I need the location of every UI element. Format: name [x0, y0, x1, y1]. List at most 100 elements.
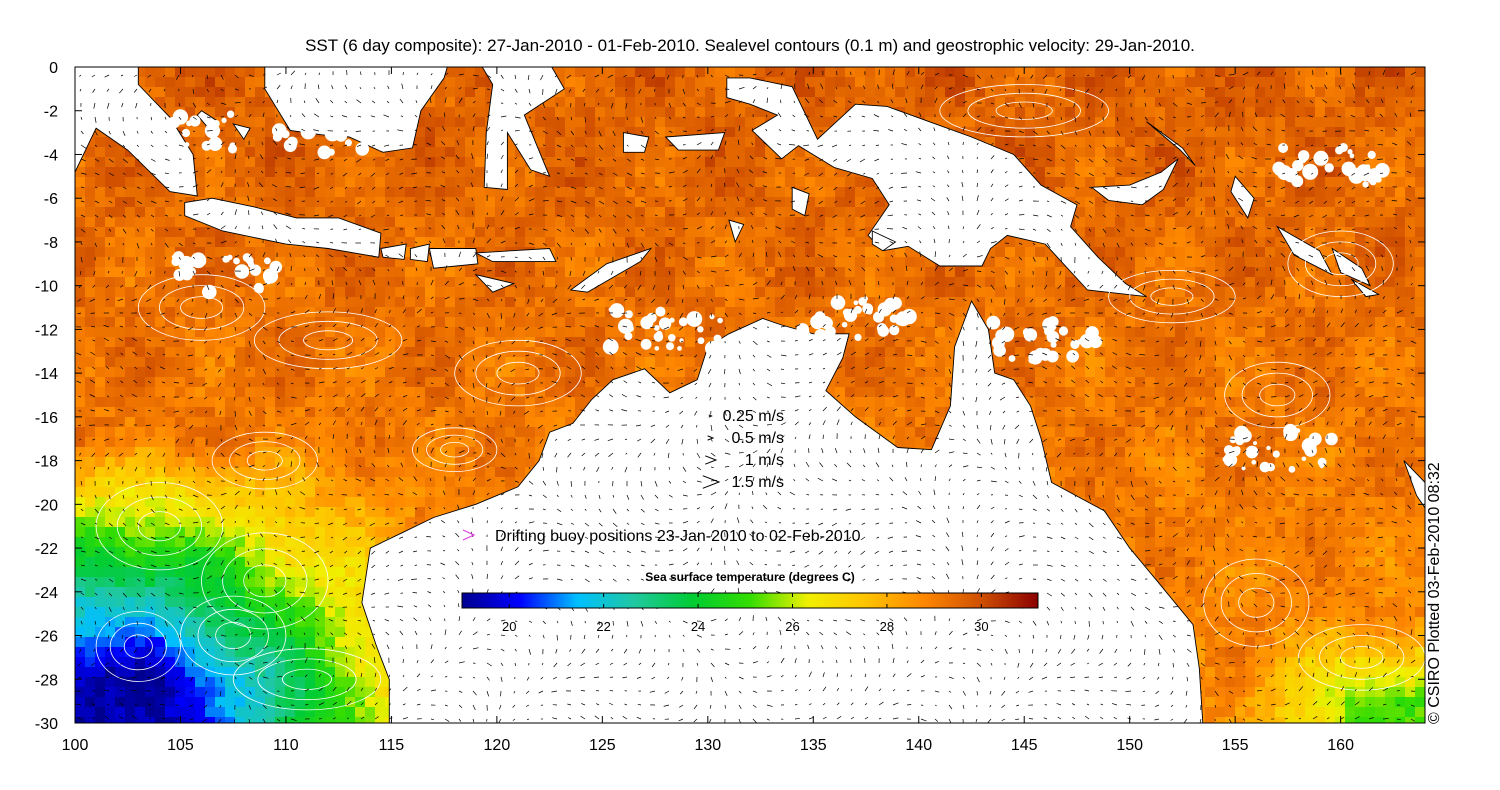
velocity-arrow [191, 298, 194, 302]
velocity-arrow [1086, 452, 1090, 456]
velocity-arrow [976, 424, 979, 429]
velocity-arrow [314, 536, 320, 539]
velocity-arrow [1270, 658, 1274, 664]
velocity-arrow [1114, 326, 1118, 328]
velocity-arrow [118, 452, 124, 457]
velocity-arrow [1157, 676, 1160, 680]
velocity-arrow [1354, 688, 1357, 692]
velocity-arrow [401, 646, 404, 650]
velocity-arrow [861, 564, 866, 569]
velocity-arrow [1014, 340, 1020, 343]
velocity-arrow [934, 354, 939, 358]
velocity-arrow [526, 382, 530, 384]
velocity-arrow [1409, 492, 1412, 496]
velocity-arrow [192, 480, 196, 484]
velocity-arrow [1200, 312, 1204, 318]
velocity-arrow [666, 312, 670, 315]
velocity-arrow [444, 660, 449, 664]
velocity-arrow [682, 466, 687, 472]
velocity-arrow [696, 129, 702, 132]
velocity-arrow [948, 368, 952, 374]
velocity-arrow [1294, 618, 1300, 622]
velocity-arrow [317, 632, 320, 636]
velocity-arrow [262, 340, 266, 345]
velocity-arrow [680, 340, 684, 343]
velocity-arrow [414, 630, 418, 636]
velocity-arrow [192, 606, 197, 609]
velocity-arrow [514, 480, 519, 483]
velocity-arrow [934, 382, 937, 385]
velocity-arrow [976, 88, 980, 91]
land-polygon [1403, 460, 1425, 509]
velocity-arrow [373, 450, 376, 454]
velocity-arrow [556, 466, 558, 473]
velocity-arrow [682, 520, 689, 524]
velocity-arrow [738, 617, 742, 622]
cloud-gap [360, 119, 367, 126]
velocity-arrow [402, 717, 409, 720]
velocity-arrow [1199, 382, 1202, 386]
velocity-arrow [849, 449, 852, 454]
velocity-arrow [990, 213, 993, 216]
velocity-arrow [1226, 547, 1230, 552]
velocity-arrow [962, 126, 966, 132]
velocity-arrow [623, 648, 628, 654]
velocity-arrow [173, 424, 180, 429]
velocity-arrow [764, 535, 768, 538]
velocity-arrow [736, 560, 740, 566]
velocity-arrow [276, 661, 280, 664]
velocity-arrow [1270, 279, 1273, 286]
velocity-arrow [764, 550, 768, 552]
velocity-arrow [248, 491, 251, 496]
velocity-arrow [916, 577, 922, 580]
velocity-arrow [1340, 322, 1345, 328]
velocity-arrow [444, 368, 449, 372]
velocity-arrow [514, 129, 520, 132]
velocity-arrow [122, 536, 128, 541]
velocity-arrow [1087, 270, 1090, 274]
velocity-arrow [724, 326, 727, 330]
velocity-arrow [626, 186, 633, 190]
velocity-arrow [1340, 380, 1345, 384]
velocity-arrow [528, 213, 534, 216]
land-polygon [428, 248, 479, 269]
velocity-arrow [374, 309, 377, 314]
velocity-arrow [190, 676, 194, 682]
velocity-arrow [777, 491, 782, 496]
velocity-arrow [387, 200, 390, 203]
velocity-arrow [444, 340, 449, 343]
velocity-arrow [1001, 718, 1006, 722]
velocity-arrow [930, 197, 936, 202]
cloud-gap [1241, 466, 1246, 471]
velocity-arrow [780, 83, 783, 90]
velocity-arrow [118, 715, 124, 720]
velocity-arrow [878, 674, 881, 678]
velocity-arrow [1214, 340, 1217, 346]
velocity-arrow [500, 493, 505, 496]
velocity-arrow [976, 534, 978, 538]
velocity-arrow [260, 197, 264, 202]
velocity-arrow [1239, 503, 1244, 510]
velocity-arrow [570, 102, 572, 108]
velocity-arrow [1086, 466, 1090, 472]
y-tick-label: -22 [35, 541, 58, 558]
velocity-arrow [1339, 536, 1342, 539]
velocity-arrow [878, 353, 882, 356]
velocity-arrow [440, 520, 446, 524]
velocity-arrow [92, 339, 96, 342]
velocity-arrow [164, 606, 169, 610]
velocity-arrow [1199, 340, 1202, 347]
velocity-arrow [1130, 620, 1134, 627]
velocity-arrow [441, 141, 446, 146]
velocity-arrow [147, 676, 152, 679]
velocity-arrow [554, 74, 558, 78]
velocity-arrow [528, 620, 533, 623]
velocity-arrow [948, 438, 955, 441]
velocity-arrow [988, 396, 992, 400]
velocity-arrow [486, 676, 490, 681]
velocity-arrow [147, 366, 152, 370]
velocity-arrow [441, 199, 446, 202]
velocity-arrow [682, 620, 688, 624]
velocity-arrow [1410, 71, 1416, 76]
velocity-arrow [794, 689, 798, 692]
